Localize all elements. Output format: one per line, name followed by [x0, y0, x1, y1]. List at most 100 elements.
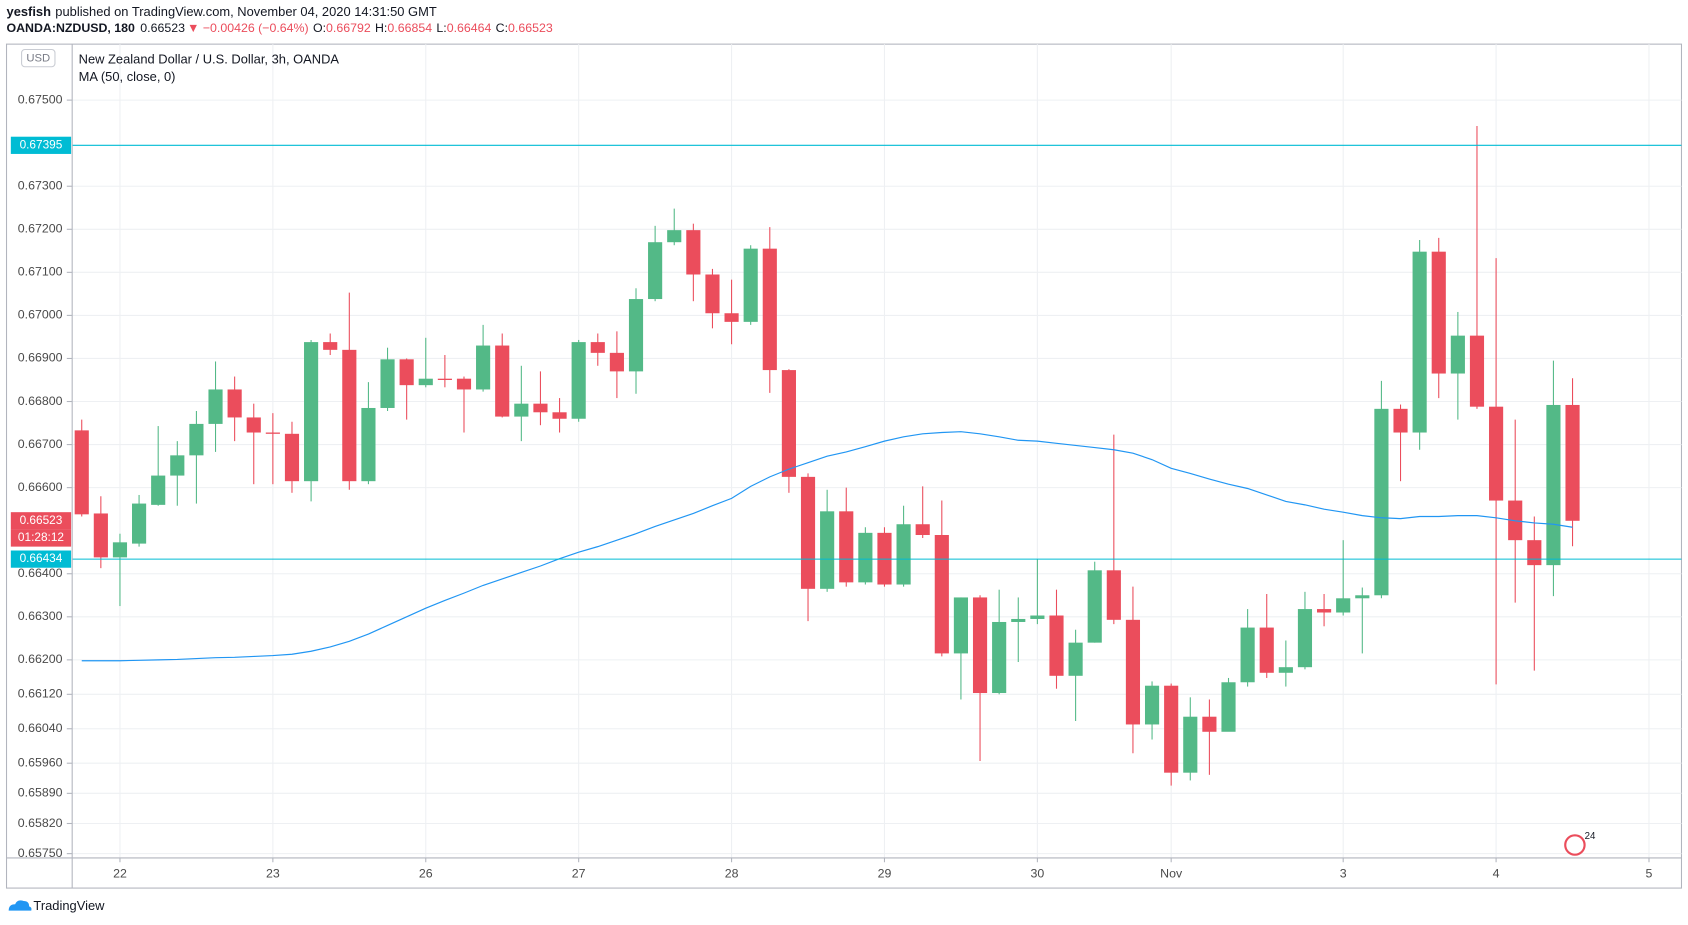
candle-body	[533, 403, 548, 413]
candle-body	[476, 345, 491, 390]
candle-body	[418, 378, 433, 386]
countdown-box	[10, 529, 72, 547]
ohlc-value: 0.66464	[447, 21, 492, 35]
candle-body	[112, 542, 128, 558]
y-tick-label: 0.66700	[18, 437, 63, 451]
axes: 0.67500 0.67300 0.67200 0.67100 0.67000 0.669…	[10, 92, 1653, 880]
ohlc-value: 0.66792	[326, 21, 371, 35]
candle-body	[304, 342, 319, 482]
candle-body	[1106, 570, 1121, 620]
currency[interactable]: USD	[26, 53, 50, 65]
candle-body	[915, 524, 930, 535]
ohlc-key: L:	[436, 21, 446, 35]
candle-body	[1336, 598, 1351, 613]
candle-body	[858, 532, 873, 583]
y-tick-label: 0.66120	[18, 687, 63, 701]
x-tick-label: 23	[266, 866, 280, 880]
hline-label-box	[10, 136, 72, 154]
header-line: yesfish published on TradingView.com, Nov…	[7, 4, 437, 19]
candle-body	[1068, 642, 1083, 676]
candle-body	[74, 430, 89, 515]
candle-body	[284, 433, 300, 482]
legend-ma: MA (50, close, 0)	[79, 69, 176, 84]
published: published on TradingView.com, November 0…	[55, 4, 437, 19]
candle-body	[628, 299, 644, 372]
y-tick-label: 0.66600	[18, 480, 63, 494]
candle-body	[1259, 627, 1274, 673]
y-tick-label: 0.66900	[18, 351, 63, 365]
x-tick-label: Nov	[1160, 866, 1183, 880]
event-icon[interactable]	[1564, 834, 1586, 856]
candle-body	[265, 432, 280, 434]
countdown: 01:28:12	[18, 530, 64, 544]
candle-body	[896, 524, 911, 585]
candle-body	[1144, 685, 1160, 725]
y-tick-label: 0.65750	[18, 846, 63, 860]
price: 0.66523	[140, 21, 185, 35]
candle-body	[839, 511, 854, 583]
author: yesfish	[7, 4, 52, 19]
candle-body	[1374, 408, 1389, 596]
ohlc-key: O:	[313, 21, 326, 35]
candle-body	[648, 242, 663, 300]
symbol-line: OANDA:NZDUSD, 180 0.66523 ▼ −0.00426 (−0.6…	[7, 21, 553, 35]
x-tick-label: 30	[1031, 866, 1045, 880]
candle-body	[1125, 619, 1141, 725]
candle-body	[1030, 615, 1045, 619]
candle-body	[1412, 251, 1427, 433]
brand-logo	[8, 900, 32, 911]
candle-body	[456, 378, 472, 390]
x-tick-label: 27	[572, 866, 586, 880]
candle-body	[380, 359, 395, 408]
candle-body	[399, 359, 414, 386]
candle-body	[1431, 251, 1446, 374]
y-tick-label: 0.67500	[18, 92, 63, 106]
last-price-label: 0.66523	[20, 513, 63, 527]
y-tick-label: 0.65890	[18, 786, 63, 800]
y-tick-label: 0.66200	[18, 652, 63, 666]
y-tick-label: 0.67000	[18, 308, 63, 322]
grid	[72, 44, 1682, 858]
ohlc-value: 0.66854	[387, 21, 432, 35]
candle-body	[609, 352, 624, 372]
candle-body	[1011, 618, 1026, 622]
y-tick-label: 0.66040	[18, 721, 63, 735]
x-tick-label: 3	[1340, 866, 1347, 880]
x-tick-label: 28	[725, 866, 739, 880]
y-tick-label: 0.65820	[18, 816, 63, 830]
candle-body	[323, 342, 338, 350]
candle-body	[724, 313, 739, 322]
y-tick-label: 0.66800	[18, 394, 63, 408]
candle-body	[1450, 335, 1465, 374]
candle-body	[686, 230, 701, 275]
candle-body	[1183, 716, 1198, 773]
candle-body	[1297, 609, 1313, 668]
y-tick-label: 0.67100	[18, 265, 63, 279]
candle-body	[227, 389, 242, 418]
candle-body	[667, 230, 682, 243]
legend-title: New Zealand Dollar / U.S. Dollar, 3h, OA…	[79, 52, 340, 67]
candle-body	[437, 378, 452, 380]
candle-body	[208, 389, 223, 424]
candle-body	[590, 342, 605, 353]
candle-body	[1240, 627, 1255, 683]
ma-line	[81, 431, 1573, 662]
event-badge[interactable]: 24	[1585, 831, 1596, 842]
candle-body	[1049, 615, 1064, 676]
candle-body	[132, 503, 147, 544]
candle-body	[1202, 716, 1217, 732]
candle-body	[514, 403, 529, 417]
currency-button[interactable]	[21, 48, 56, 68]
candle-body	[1087, 570, 1102, 643]
candle-body	[552, 412, 567, 419]
candle-body	[1278, 667, 1293, 673]
plot	[72, 125, 1682, 786]
candle-body	[342, 349, 357, 482]
candle-body	[820, 511, 835, 589]
candle-body	[151, 475, 166, 505]
ohlc-value: 0.66523	[508, 21, 553, 35]
x-tick-label: 26	[419, 866, 433, 880]
brand: TradingView	[33, 898, 105, 913]
y-tick-label: 0.65960	[18, 755, 63, 769]
candle-body	[1565, 404, 1580, 521]
